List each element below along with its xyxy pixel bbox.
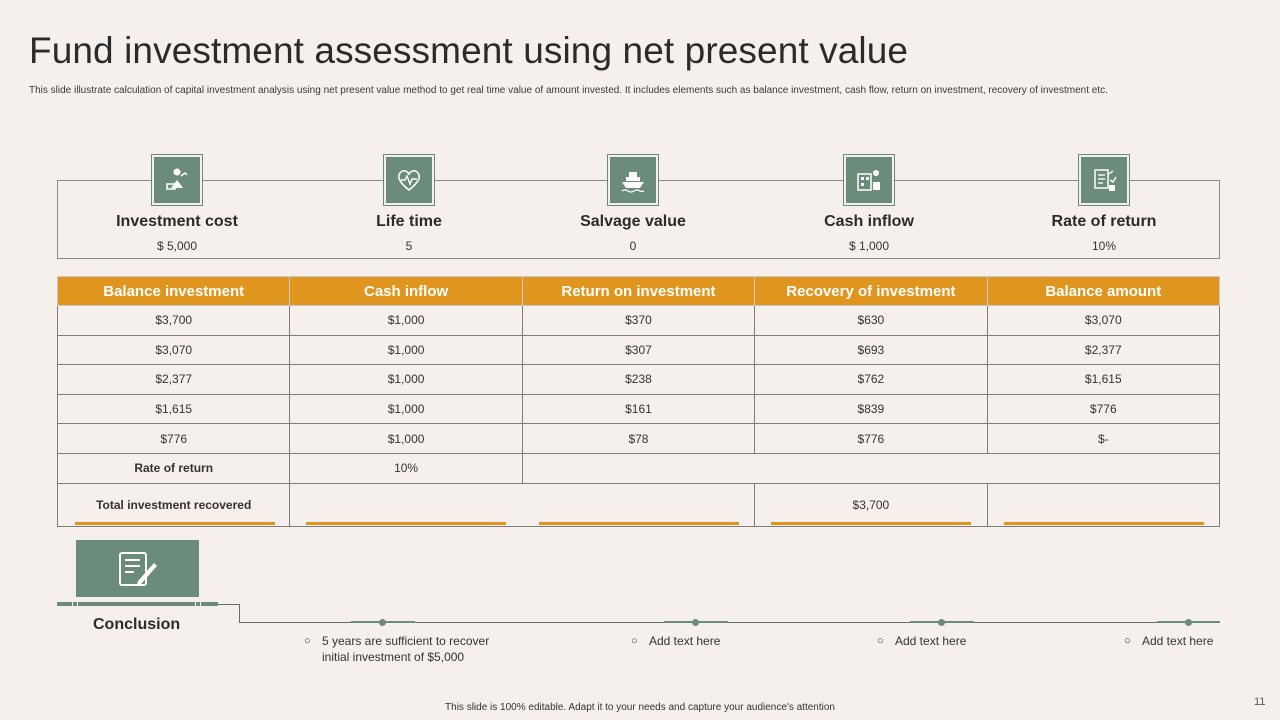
bar-marker [72,601,78,607]
table-row: $3,700 $1,000 $370 $630 $3,070 [56,305,1221,336]
table-row: $1,615 $1,000 $161 $839 $776 [56,393,1221,425]
checklist-icon [1078,154,1130,206]
building-cash-icon [843,154,895,206]
header-balance-amount: Balance amount [986,276,1221,306]
accent-underline [1004,522,1204,525]
accent-underline [539,522,739,525]
total-value: $3,700 [754,482,988,527]
table-cell: $1,000 [289,364,523,395]
page-number: 11 [1254,696,1266,708]
page-title: Fund investment assessment using net pre… [29,30,909,71]
accent-underline [306,522,506,525]
timeline-dot [692,619,699,626]
rate-empty-cell [521,452,1221,484]
table-cell: $161 [521,393,756,425]
bar-marker [195,601,201,607]
table-cell: $307 [521,334,756,366]
point-line: initial investment of $5,000 [322,650,465,664]
table-cell: $1,000 [289,423,523,454]
accent-underline [75,522,275,525]
table-cell: $2,377 [986,334,1221,366]
header-balance-investment: Balance investment [56,276,291,306]
table-row: $776 $1,000 $78 $776 $- [56,423,1221,454]
document-pen-icon [119,552,157,586]
table-cell: $- [986,423,1221,454]
table-cell: $78 [521,423,756,454]
rate-row: Rate of return 10% [56,452,1221,484]
npv-table: Balance investment Cash inflow Return on… [56,276,1221,527]
conclusion-label: Conclusion [93,616,181,633]
param-value: 5 [405,239,413,253]
param-label: Cash inflow [824,213,914,230]
header-return-on-investment: Return on investment [521,276,756,306]
bullet-icon: ○ [877,635,884,647]
timeline-line [239,622,1220,623]
param-label: Rate of return [1051,213,1157,230]
table-cell: $3,070 [56,334,291,366]
point-text: Add text here [895,634,967,648]
page-subtitle: This slide illustrate calculation of cap… [29,85,1108,96]
table-cell: $762 [754,364,988,395]
point-text: 5 years are sufficient to recover initial… [322,633,489,665]
point-text: Add text here [1142,634,1214,648]
bullet-icon: ○ [1124,635,1131,647]
investor-money-icon [151,154,203,206]
param-value: 0 [629,239,637,253]
table-cell: $1,000 [289,393,523,425]
param-cash-inflow: Cash inflow $ 1,000 [759,154,979,253]
bullet-icon: ○ [304,635,311,647]
table-cell: $3,070 [986,305,1221,336]
param-life-time: Life time 5 [299,154,519,253]
timeline-dot [1185,619,1192,626]
timeline-dot [938,619,945,626]
param-rate-of-return: Rate of return 10% [994,154,1214,253]
bullet-icon: ○ [631,635,638,647]
table-row: $2,377 $1,000 $238 $762 $1,615 [56,364,1221,395]
connector-line [218,604,240,623]
table-cell: $1,615 [986,364,1221,395]
header-cash-inflow: Cash inflow [289,276,523,306]
param-value: $ 5,000 [156,239,198,253]
table-cell: $1,000 [289,305,523,336]
param-salvage-value: Salvage value 0 [523,154,743,253]
rate-label: Rate of return [56,452,291,484]
table-cell: $1,615 [56,393,291,425]
accent-underline [771,522,971,525]
point-line: 5 years are sufficient to recover [322,634,490,648]
table-cell: $238 [521,364,756,395]
total-empty-cell-end [986,482,1221,527]
heart-pulse-icon [383,154,435,206]
param-label: Investment cost [116,213,238,230]
table-row: $3,070 $1,000 $307 $693 $2,377 [56,334,1221,366]
param-label: Salvage value [580,213,686,230]
table-cell: $776 [56,423,291,454]
table-cell: $839 [754,393,988,425]
timeline-dot [379,619,386,626]
table-cell: $370 [521,305,756,336]
table-cell: $3,700 [56,305,291,336]
param-label: Life time [376,213,442,230]
conclusion-tile [76,540,199,597]
table-cell: $2,377 [56,364,291,395]
table-cell: $776 [986,393,1221,425]
total-row: Total investment recovered $3,700 [56,482,1221,527]
total-label: Total investment recovered [56,482,291,527]
table-header-row: Balance investment Cash inflow Return on… [56,276,1221,306]
footer-note: This slide is 100% editable. Adapt it to… [445,702,835,713]
table-cell: $1,000 [289,334,523,366]
param-value: 10% [1091,239,1117,253]
point-text: Add text here [649,634,721,648]
conclusion-bar [57,601,218,607]
table-cell: $630 [754,305,988,336]
ship-icon [607,154,659,206]
param-value: $ 1,000 [848,239,890,253]
table-cell: $776 [754,423,988,454]
table-cell: $693 [754,334,988,366]
total-empty-cell [289,482,756,527]
param-investment-cost: Investment cost $ 5,000 [67,154,287,253]
rate-value: 10% [289,452,523,484]
header-recovery-of-investment: Recovery of investment [754,276,988,306]
